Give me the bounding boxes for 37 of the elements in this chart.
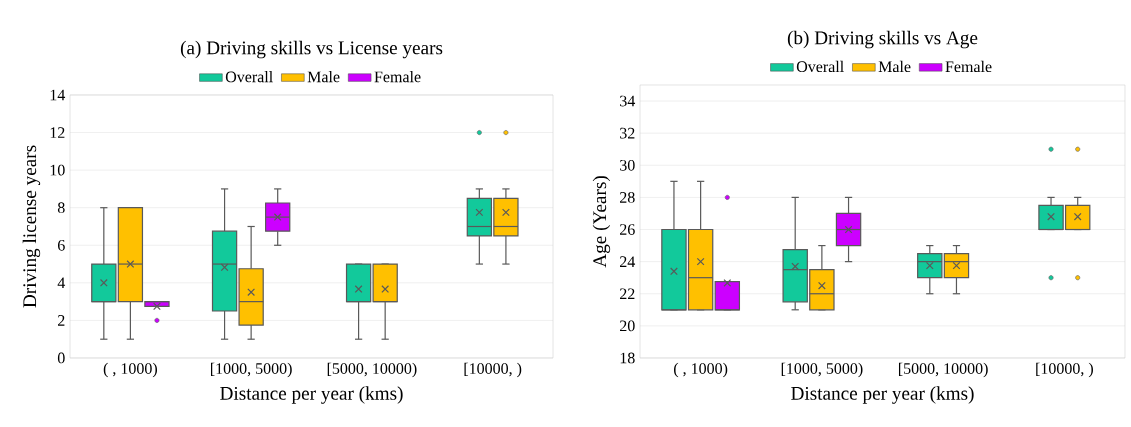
x-tick-label: [1000, 5000) — [781, 362, 863, 378]
chart-title: (b) Driving skills vs Age — [787, 30, 978, 49]
x-tick-label: [10000, ) — [464, 362, 522, 378]
x-axis-title: Distance per year (kms) — [220, 386, 403, 404]
y-tick-label: 14 — [50, 89, 66, 101]
x-tick-label: ( , 1000) — [674, 362, 728, 378]
legend-label: Female — [945, 60, 992, 73]
y-tick-label: 6 — [57, 239, 65, 251]
legend-label: Female — [374, 71, 421, 83]
y-tick-label: 32 — [620, 127, 635, 139]
y-axis-title: Driving license years — [22, 145, 41, 308]
legend-label: Overall — [225, 71, 273, 83]
y-tick-label: 24 — [620, 256, 636, 267]
x-axis-title: Distance per year (kms) — [791, 386, 974, 404]
x-tick-label: [5000, 10000) — [327, 362, 417, 378]
y-tick-label: 4 — [57, 277, 66, 289]
y-tick-label: 20 — [620, 320, 635, 332]
y-tick-label: 28 — [620, 192, 635, 203]
y-tick-label: 26 — [620, 224, 635, 235]
y-tick-label: 34 — [620, 95, 636, 107]
y-tick-label: 22 — [620, 288, 635, 300]
y-tick-label: 8 — [57, 202, 65, 214]
x-tick-label: [5000, 10000) — [898, 362, 988, 378]
y-tick-label: 2 — [58, 315, 65, 326]
chart-title: (a) Driving skills vs License years — [180, 40, 443, 59]
x-tick-label: ( , 1000) — [103, 362, 158, 378]
y-tick-label: 12 — [50, 127, 65, 138]
y-tick-label: 18 — [620, 352, 635, 364]
y-axis-title: Age (Years) — [592, 176, 611, 268]
y-tick-label: 30 — [620, 159, 635, 171]
legend-label: Overall — [796, 60, 844, 73]
legend-label: Male — [307, 71, 340, 83]
y-tick-label: 0 — [57, 352, 65, 364]
legend-label: Male — [878, 60, 911, 73]
y-tick-label: 10 — [50, 164, 65, 176]
x-tick-label: [10000, ) — [1036, 362, 1093, 378]
x-tick-label: [1000, 5000) — [211, 362, 292, 378]
